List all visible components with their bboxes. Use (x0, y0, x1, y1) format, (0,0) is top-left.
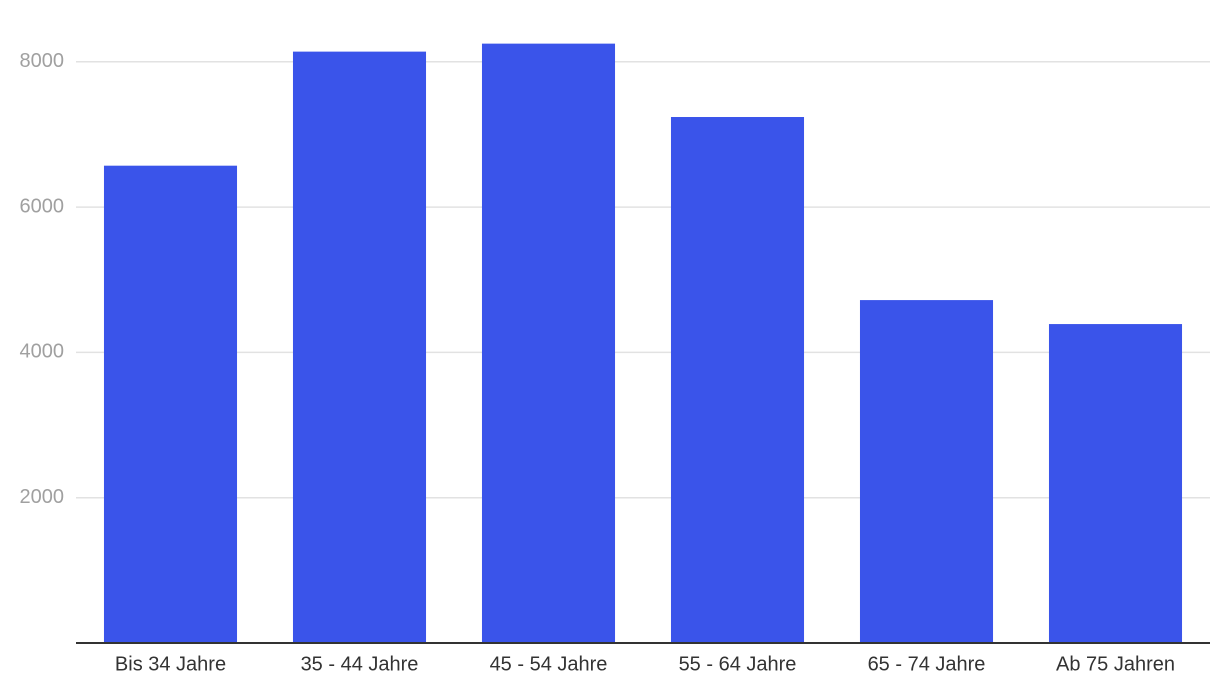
x-tick-label: 55 - 64 Jahre (679, 653, 797, 675)
bar (292, 51, 427, 644)
x-tick-label: 45 - 54 Jahre (490, 653, 608, 675)
bar (481, 43, 616, 644)
y-tick-label: 2000 (20, 486, 65, 508)
bar (103, 165, 238, 643)
x-tick-label: 65 - 74 Jahre (868, 653, 986, 675)
y-tick-label: 6000 (20, 195, 65, 217)
y-tick-label: 4000 (20, 341, 65, 363)
x-tick-label: Ab 75 Jahren (1056, 653, 1175, 675)
bar (859, 300, 994, 643)
x-tick-label: Bis 34 Jahre (115, 653, 226, 675)
y-tick-label: 8000 (20, 50, 65, 72)
x-tick-label: 35 - 44 Jahre (301, 653, 419, 675)
bar (670, 117, 805, 643)
bar (1048, 324, 1183, 643)
